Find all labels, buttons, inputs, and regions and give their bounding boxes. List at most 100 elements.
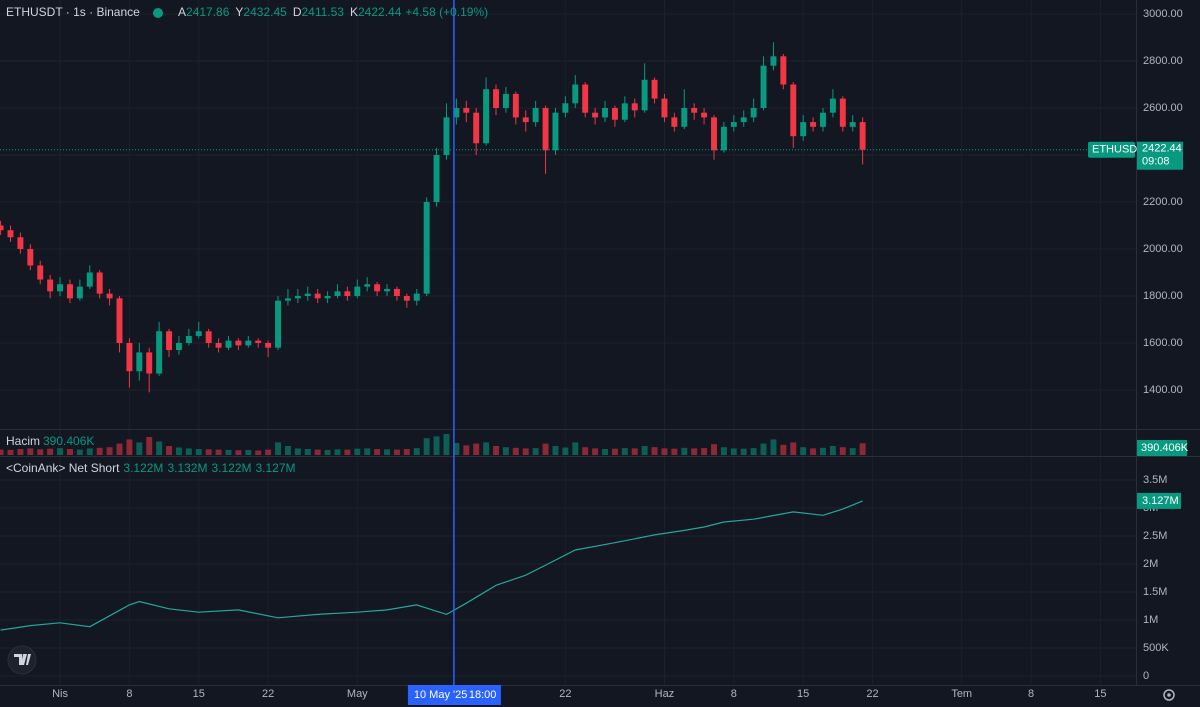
- candle-body: [384, 288, 390, 292]
- volume-bar: [245, 449, 252, 455]
- x-tick-label: Haz: [655, 688, 675, 700]
- volume-bar: [453, 443, 460, 455]
- candle-body: [265, 343, 272, 348]
- candle-body: [235, 340, 242, 346]
- volume-bar: [374, 449, 381, 455]
- volume-bar: [512, 447, 519, 455]
- candle-body: [156, 331, 163, 374]
- volume-bar: [86, 448, 93, 455]
- candle-body: [592, 112, 599, 118]
- status-dot: [153, 8, 163, 18]
- candle-body: [106, 293, 113, 299]
- volume-bar: [701, 448, 708, 455]
- volume-bar: [384, 449, 390, 455]
- volume-bar: [661, 448, 668, 455]
- candle-body: [86, 272, 93, 287]
- volume-bar: [76, 449, 83, 455]
- volume-bar: [671, 448, 678, 455]
- price-badge-label: 2422.44: [1142, 143, 1182, 155]
- ohlc-value: 2432.45: [243, 5, 287, 19]
- candle-body: [849, 122, 856, 127]
- candle-body: [512, 93, 519, 118]
- candle-body: [27, 249, 34, 266]
- volume-bar: [354, 448, 361, 455]
- settings-button[interactable]: [1163, 689, 1175, 701]
- tv-logo[interactable]: [7, 645, 37, 675]
- crosshair-label-box: [407, 685, 501, 705]
- candle-body: [839, 98, 846, 127]
- ohlc-value: 2422.44: [358, 5, 402, 19]
- x-tick-label: 8: [731, 688, 737, 700]
- volume-bar: [443, 434, 450, 455]
- volume-title: Hacim: [6, 434, 40, 448]
- y-tick-label: 1800.00: [1143, 290, 1183, 302]
- candle-body: [562, 103, 569, 113]
- y-tick-label: 500K: [1143, 642, 1169, 654]
- candle-body: [483, 89, 490, 144]
- candle-body: [493, 89, 499, 109]
- volume-badge: [1137, 440, 1187, 456]
- candle-body: [671, 117, 678, 127]
- gear-center: [1167, 693, 1171, 697]
- x-tick-label: 15: [797, 688, 809, 700]
- volume-bar: [750, 448, 757, 455]
- candle-body: [344, 291, 351, 297]
- volume-bar: [156, 441, 163, 455]
- volume-bar: [730, 448, 737, 455]
- y-tick-label: 2800.00: [1143, 55, 1183, 67]
- volume-bar: [294, 448, 301, 455]
- volume-bar: [304, 449, 311, 455]
- candle-body: [859, 122, 866, 150]
- volume-bar: [27, 448, 34, 455]
- volume-bar: [641, 446, 648, 455]
- x-tick-label: 22: [559, 688, 571, 700]
- candle-body: [126, 343, 133, 372]
- volume-bar: [552, 446, 559, 455]
- candle-body: [572, 84, 579, 104]
- x-tick-label: 15: [1094, 688, 1106, 700]
- candle-body: [820, 112, 826, 127]
- volume-bar: [235, 450, 242, 455]
- candle-body: [810, 122, 817, 127]
- candle-body: [473, 112, 480, 144]
- y-tick-label: 2M: [1143, 558, 1158, 570]
- candle-body: [711, 117, 717, 151]
- gear-icon[interactable]: [1163, 689, 1175, 701]
- candle-body: [641, 79, 648, 111]
- net-short-value: 3.122M: [123, 461, 163, 475]
- candle-body: [621, 103, 628, 120]
- volume-bar: [423, 438, 430, 455]
- volume-bar: [522, 448, 529, 455]
- x-tick-label: May: [347, 688, 368, 700]
- net-short-value: 3.127M: [256, 461, 296, 475]
- candle-body: [701, 112, 708, 118]
- candle-body: [47, 279, 54, 292]
- candle-body: [314, 293, 321, 299]
- candle-body: [294, 296, 301, 299]
- candle-body: [57, 284, 64, 292]
- volume-bar: [284, 446, 291, 455]
- volume-bar: [344, 449, 351, 455]
- volume-bar: [463, 445, 470, 455]
- volume-bar: [592, 448, 599, 455]
- volume-badge-label: 390.406K: [1141, 442, 1189, 454]
- volume-bar: [611, 448, 618, 455]
- volume-bar: [364, 448, 371, 455]
- candle-body: [532, 108, 539, 123]
- net-short-title: <CoinAnk> Net Short: [6, 461, 120, 475]
- volume-bar: [314, 449, 321, 455]
- volume-bar: [829, 446, 836, 455]
- volume-bar: [691, 448, 698, 455]
- volume-bar: [810, 448, 817, 455]
- y-tick-label: 3.5M: [1143, 474, 1167, 486]
- candle-body: [800, 122, 807, 137]
- volume-bar: [621, 448, 628, 455]
- volume-bar: [136, 442, 143, 455]
- crosshair-date: 10 May '25: [414, 689, 467, 701]
- candle-body: [304, 293, 311, 297]
- candle-body: [730, 122, 737, 127]
- candle-body: [443, 117, 450, 156]
- ohlc-label: K: [350, 5, 358, 19]
- candle-body: [760, 65, 767, 109]
